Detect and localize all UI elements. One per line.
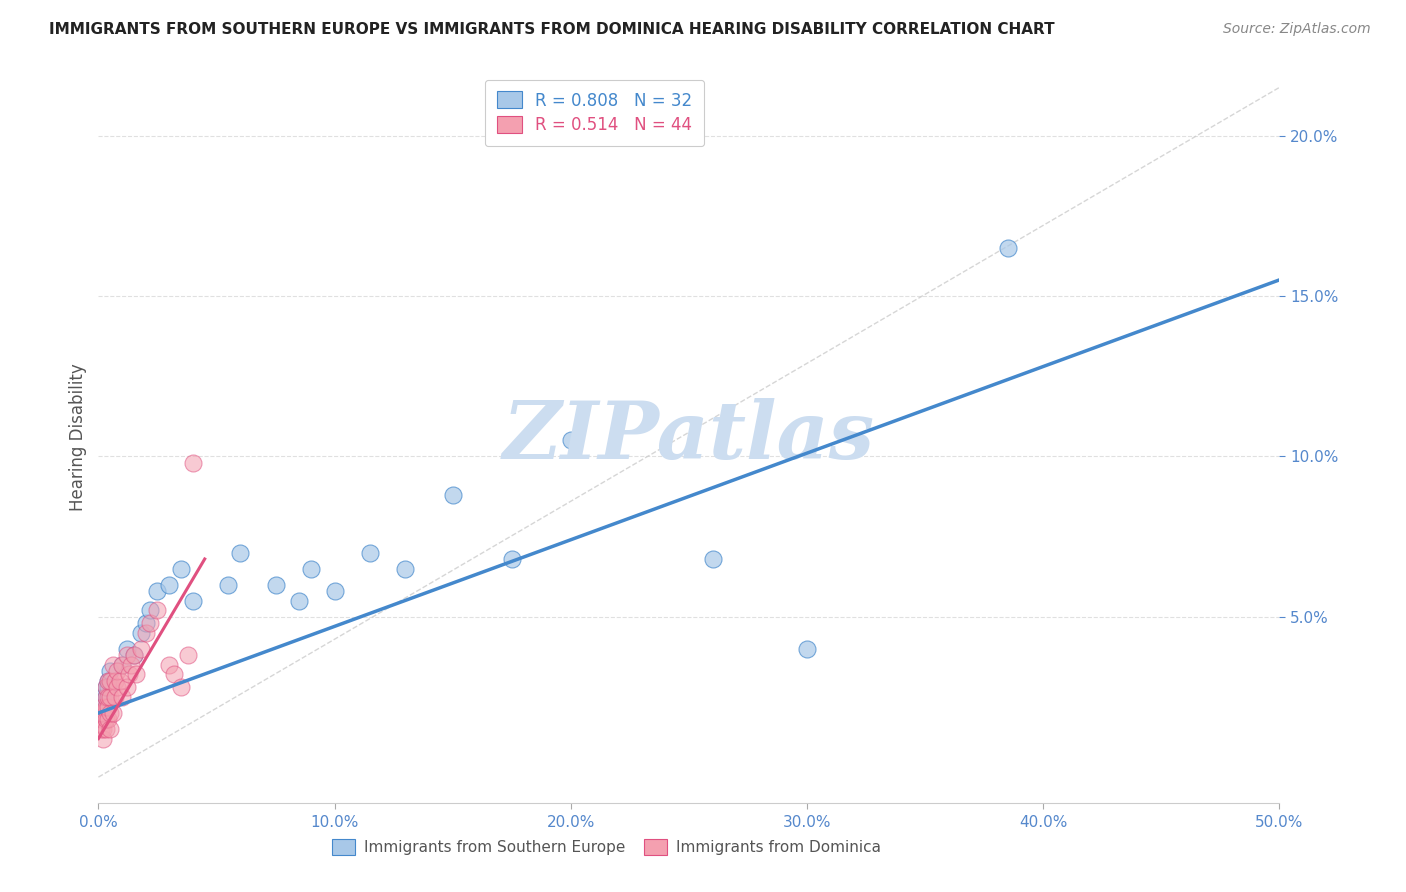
Point xyxy=(157,577,180,591)
Point xyxy=(560,434,582,448)
Point xyxy=(98,706,121,720)
Point xyxy=(98,690,121,704)
Point xyxy=(118,667,141,681)
Point xyxy=(129,625,152,640)
Point xyxy=(217,577,239,591)
Point xyxy=(97,673,120,688)
Point xyxy=(139,603,162,617)
Point xyxy=(94,681,117,695)
Point xyxy=(288,593,311,607)
Point xyxy=(122,648,145,663)
Point xyxy=(91,722,114,736)
Point xyxy=(181,593,204,607)
Point xyxy=(104,690,127,704)
Point xyxy=(170,681,193,695)
Point xyxy=(97,690,120,704)
Point xyxy=(115,681,138,695)
Point xyxy=(105,665,128,679)
Point xyxy=(264,577,287,591)
Point xyxy=(163,667,186,681)
Point xyxy=(359,545,381,559)
Point xyxy=(796,641,818,656)
Point xyxy=(122,648,145,663)
Point xyxy=(135,616,157,631)
Point xyxy=(91,706,114,720)
Point xyxy=(94,690,117,704)
Point xyxy=(997,241,1019,255)
Point xyxy=(105,681,128,695)
Point xyxy=(170,561,193,575)
Point xyxy=(90,722,112,736)
Point xyxy=(702,552,724,566)
Point xyxy=(115,641,138,656)
Point xyxy=(111,690,134,704)
Point xyxy=(101,657,124,672)
Point xyxy=(229,545,252,559)
Point xyxy=(139,616,162,631)
Point xyxy=(98,673,121,688)
Text: Source: ZipAtlas.com: Source: ZipAtlas.com xyxy=(1223,22,1371,37)
Point xyxy=(299,561,322,575)
Point xyxy=(129,641,152,656)
Point xyxy=(157,657,180,672)
Point xyxy=(91,731,114,746)
Point xyxy=(97,673,120,688)
Point xyxy=(108,673,131,688)
Point xyxy=(323,584,346,599)
Point xyxy=(441,488,464,502)
Point xyxy=(97,712,120,726)
Point xyxy=(104,673,127,688)
Point xyxy=(94,722,117,736)
Point xyxy=(97,681,120,695)
Point xyxy=(111,657,134,672)
Point xyxy=(94,712,117,726)
Point xyxy=(94,690,117,704)
Point xyxy=(90,706,112,720)
Point xyxy=(177,648,200,663)
Point xyxy=(98,722,121,736)
Point xyxy=(125,667,148,681)
Text: ZIPatlas: ZIPatlas xyxy=(503,399,875,475)
Text: IMMIGRANTS FROM SOUTHERN EUROPE VS IMMIGRANTS FROM DOMINICA HEARING DISABILITY C: IMMIGRANTS FROM SOUTHERN EUROPE VS IMMIG… xyxy=(49,22,1054,37)
Legend: Immigrants from Southern Europe, Immigrants from Dominica: Immigrants from Southern Europe, Immigra… xyxy=(326,833,887,861)
Point xyxy=(97,699,120,714)
Point xyxy=(121,657,143,672)
Point xyxy=(94,681,117,695)
Point xyxy=(90,712,112,726)
Point xyxy=(181,456,204,470)
Point xyxy=(135,625,157,640)
Point xyxy=(101,706,124,720)
Point xyxy=(111,657,134,672)
Point xyxy=(115,648,138,663)
Point xyxy=(98,665,121,679)
Point xyxy=(91,699,114,714)
Y-axis label: Hearing Disability: Hearing Disability xyxy=(69,363,87,511)
Point xyxy=(94,699,117,714)
Point xyxy=(146,603,169,617)
Point xyxy=(501,552,523,566)
Point xyxy=(90,706,112,720)
Point xyxy=(146,584,169,599)
Point xyxy=(394,561,416,575)
Point xyxy=(91,699,114,714)
Point xyxy=(91,690,114,704)
